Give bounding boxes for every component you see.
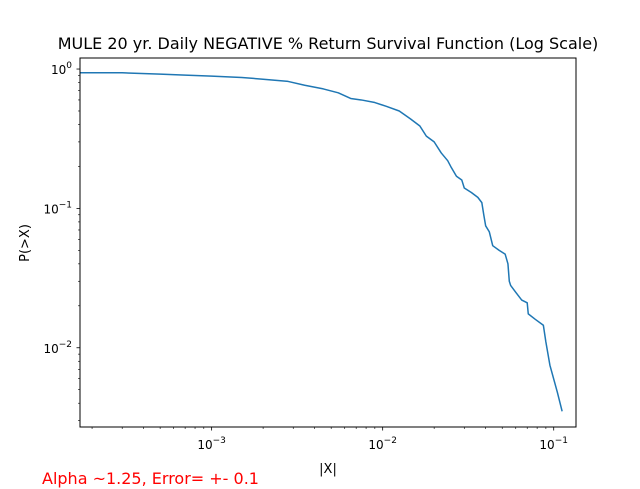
chart-title: MULE 20 yr. Daily NEGATIVE % Return Surv… [58, 34, 599, 53]
y-tick-label: 10−1 [43, 200, 72, 216]
x-tick-label: 10−2 [368, 436, 397, 452]
plot-frame [79, 57, 577, 428]
x-tick-label: 10−1 [539, 436, 568, 452]
x-tick-label: 10−3 [197, 436, 226, 452]
x-axis-label: |X| [319, 462, 337, 477]
y-tick-label: 10−2 [43, 340, 72, 356]
y-tick-label: 100 [51, 61, 72, 77]
alpha-annotation: Alpha ~1.25, Error= +- 0.1 [42, 469, 259, 488]
y-axis-label: P(>X) [18, 224, 33, 262]
survival-curve-0 [80, 72, 563, 412]
